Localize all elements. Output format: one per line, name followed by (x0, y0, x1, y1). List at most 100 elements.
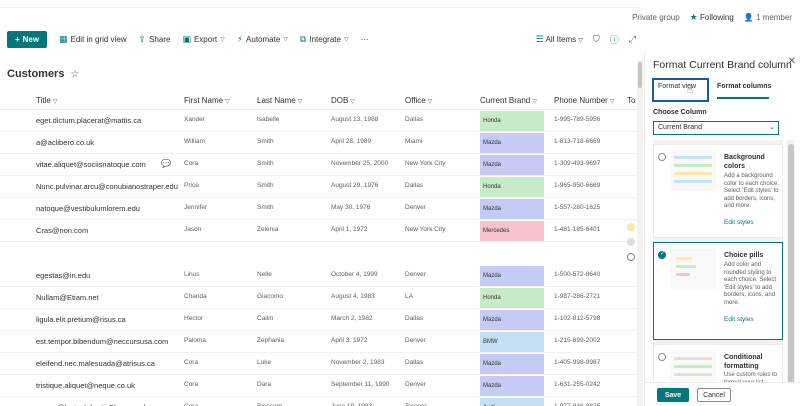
cell-office: Toronto (405, 403, 427, 406)
tab-format-columns[interactable]: Format columns (717, 83, 772, 90)
cell-first-name: Cora (184, 403, 198, 406)
share-label: Share (149, 34, 171, 44)
edit-styles-link[interactable]: Edit styles (724, 316, 754, 323)
cell-office: Miami (405, 138, 423, 145)
new-button[interactable]: + New (7, 30, 47, 48)
cell-title: vitae.aliquet@sociisnatoque.com (36, 160, 146, 169)
header-divider (0, 7, 640, 8)
cell-phone: 1-557-280-1625 (554, 204, 601, 211)
scrollbar-thumb[interactable] (788, 144, 794, 384)
cell-title: Nunc.pulvinar.arcu@conubianostraper.edu (36, 182, 178, 191)
table-row[interactable]: Cras@non.com Jason Zelenia April 1, 1972 New… (0, 220, 637, 242)
cell-office: Denver (405, 381, 426, 388)
cell-last-name: Cailin (257, 315, 274, 322)
view-controls: ☰ All Items ▽ ⛉ ⓘ ⤢ (536, 28, 640, 50)
table-row[interactable]: egestas@in.edu Linus Nelle October 4, 1999 D… (0, 265, 637, 287)
cell-office: Dallas (405, 315, 424, 322)
chevron-down-icon: ▽ (52, 99, 58, 105)
group-meta: Private group ★ Following 👤 1 member (632, 12, 792, 23)
more-label: ··· (360, 34, 369, 44)
option-radio[interactable] (658, 353, 666, 361)
table-row[interactable]: augue@luctusIobortisClass.co.uk Cora Bloss… (0, 397, 637, 406)
choose-column-dropdown[interactable]: Current Brand ⌄ (653, 121, 779, 135)
view-selector[interactable]: ☰ All Items ▽ (536, 34, 583, 45)
expand-icon[interactable]: ⤢ (628, 33, 636, 44)
cell-dob: October 4, 1999 (331, 271, 378, 278)
export-button[interactable]: ▣ Export ▽ (182, 34, 224, 45)
column-header-phone[interactable]: Phone Number ▽ (554, 96, 614, 105)
plus-icon: + (14, 34, 20, 44)
column-header-current-brand[interactable]: Current Brand ▽ (480, 96, 537, 105)
table-row[interactable]: est.tempor.bibendum@neccursusa.com Paloma… (0, 331, 637, 353)
cell-title: egestas@in.edu (36, 271, 91, 280)
panel-footer: Save Cancel (645, 382, 800, 406)
cancel-button[interactable]: Cancel (697, 388, 731, 402)
list-scrollbar[interactable] (637, 60, 643, 406)
cell-current-brand: Mazda (480, 199, 544, 219)
more-button[interactable]: ··· (361, 35, 369, 44)
edit-grid-view-button[interactable]: ▦ Edit in grid view (59, 34, 127, 45)
option-background-colors[interactable]: Background colors Add a background color… (653, 144, 783, 238)
option-choice-pills[interactable]: Choice pills Add color and rounded styli… (653, 242, 783, 340)
automate-button[interactable]: ⚡ Automate ▽ (237, 34, 288, 45)
favorite-star-icon[interactable]: ☆ (70, 68, 80, 80)
column-header-first-name[interactable]: First Name ▽ (184, 96, 230, 105)
table-header: Title ▽ First Name ▽ Last Name ▽ DOB ▽ Offic… (0, 92, 637, 110)
filter-icon[interactable]: ⛉ (593, 33, 600, 44)
active-tab-indicator (717, 97, 769, 99)
cell-phone: 1-500-572-8640 (554, 271, 601, 278)
cell-phone: 1-309-493-9697 (554, 160, 601, 167)
cell-last-name: Giacomo (257, 293, 284, 300)
column-label: First Name (184, 96, 224, 105)
cell-title: tristique.aliquet@neque.co.uk (36, 381, 135, 390)
column-header-office[interactable]: Office ▽ (405, 96, 432, 105)
cell-title: Cras@non.com (36, 226, 89, 235)
table-row[interactable]: vitae.aliquet@sociisnatoque.com Cora Smith… (0, 154, 637, 176)
cell-title: eget.dictum.placerat@mattis.ca (36, 116, 142, 125)
scrollbar-thumb[interactable] (638, 62, 642, 88)
edit-grid-view-label: Edit in grid view (70, 34, 127, 44)
share-button[interactable]: ⇪ Share (139, 34, 171, 45)
table-row[interactable]: Nullam@Etiam.net Chanda Giacomo August 4, 1… (0, 287, 637, 309)
cell-phone: 1-631-255-0242 (554, 381, 601, 388)
option-radio[interactable] (658, 153, 666, 161)
table-row[interactable]: eleifend.nec.malesuada@atrisus.ca Cora Luk… (0, 353, 637, 375)
cell-first-name: Cora (184, 160, 199, 167)
cell-current-brand: Mazda (480, 354, 544, 374)
column-label: To (627, 96, 636, 105)
cell-title: augue@luctusIobortisClass.co.uk (36, 403, 147, 406)
command-bar: + New ▦ Edit in grid view ⇪ Share ▣ Export ▽ … (0, 28, 640, 50)
integrate-button[interactable]: ⧉ Integrate ▽ (300, 34, 349, 45)
cell-last-name: Zelenia (257, 226, 279, 233)
column-header-last-name[interactable]: Last Name ▽ (257, 96, 302, 105)
table-row[interactable]: natoque@vestibulumlorem.edu Jennifer Smith… (0, 198, 637, 220)
chevron-down-icon: ▽ (532, 99, 537, 105)
option-radio-selected[interactable] (658, 250, 666, 259)
cell-last-name: Smith (257, 204, 274, 211)
cell-current-brand: Mazda (480, 376, 544, 396)
table-row[interactable]: Nunc.pulvinar.arcu@conubianostraper.edu P… (0, 176, 637, 198)
cell-current-brand: Mazda (480, 266, 544, 286)
status-dot (627, 223, 635, 231)
save-button[interactable]: Save (657, 388, 689, 402)
table-row[interactable]: tristique.aliquet@neque.co.uk Cora Dara Sep… (0, 375, 637, 397)
cell-last-name: Smith (257, 182, 274, 189)
panel-scrollbar[interactable] (787, 140, 795, 406)
tab-format-view[interactable]: Format view (658, 83, 697, 90)
members-button[interactable]: 👤 1 member (744, 13, 792, 22)
cell-title: ligula.elit.pretium@risus.ca (36, 315, 126, 324)
follow-button[interactable]: ★ Following (690, 12, 734, 23)
table-row[interactable]: ligula.elit.pretium@risus.ca Hector Cailin… (0, 309, 637, 331)
column-header-truncated[interactable]: To (627, 96, 635, 105)
comment-icon[interactable]: 💬 (161, 159, 171, 168)
chevron-down-icon: ▽ (343, 36, 349, 43)
table-row[interactable]: a@aclibero.co.uk William Smith April 28, 19… (0, 132, 637, 154)
info-icon[interactable]: ⓘ (609, 34, 619, 45)
table-row[interactable]: eget.dictum.placerat@mattis.ca Xander Isab… (0, 110, 637, 132)
column-header-dob[interactable]: DOB ▽ (331, 96, 355, 105)
panel-title: Format Current Brand column (653, 59, 792, 71)
edit-styles-link[interactable]: Edit styles (724, 219, 754, 226)
close-icon[interactable]: ✕ (787, 56, 796, 67)
column-header-title[interactable]: Title ▽ (36, 96, 57, 105)
cell-title: natoque@vestibulumlorem.edu (36, 204, 140, 213)
